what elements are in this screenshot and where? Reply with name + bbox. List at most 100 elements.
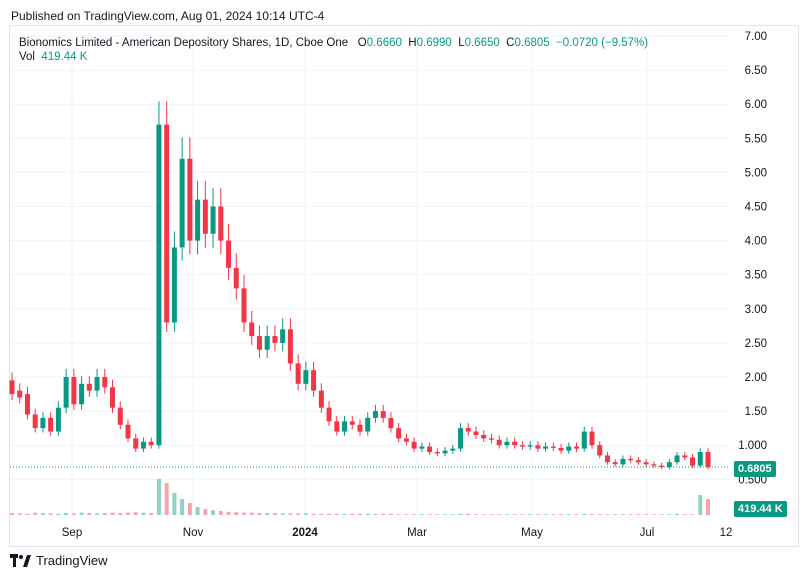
- volume-bar: [17, 513, 22, 515]
- candle-body: [334, 421, 340, 432]
- candle-body: [419, 446, 425, 449]
- candle-body: [396, 428, 402, 439]
- high-label: H: [408, 37, 417, 49]
- volume-bar: [636, 514, 641, 515]
- candle-body: [63, 377, 69, 408]
- candle-body: [311, 370, 317, 391]
- candle-body: [233, 267, 239, 289]
- volume-bar: [342, 513, 347, 515]
- volume-bar: [110, 512, 115, 515]
- candle-body: [94, 377, 100, 391]
- volume-bar: [272, 513, 277, 515]
- candle-body: [71, 377, 77, 405]
- candle-body: [179, 158, 185, 248]
- volume-bar: [396, 514, 401, 515]
- volume-bar: [412, 514, 417, 515]
- volume-bar: [133, 512, 138, 515]
- x-tick-label: 2024: [292, 527, 318, 539]
- volume-bar: [234, 512, 239, 515]
- y-tick-label: 1.000: [738, 440, 767, 452]
- candle-body: [574, 446, 580, 449]
- candle-body: [589, 431, 595, 446]
- candle-body: [295, 363, 301, 384]
- candle-body: [473, 431, 479, 435]
- tradingview-logo-icon: [10, 553, 31, 567]
- volume-bar: [87, 513, 92, 515]
- volume-bar: [79, 512, 84, 515]
- candle-body: [488, 438, 494, 440]
- volume-bar: [211, 510, 216, 515]
- candle-body: [504, 441, 510, 446]
- volume-bar: [126, 512, 130, 515]
- candle-body: [303, 370, 309, 384]
- candle-body: [403, 438, 409, 442]
- candle-body: [256, 336, 262, 350]
- volume-bar: [566, 514, 571, 515]
- candle-body: [272, 336, 278, 343]
- candle-body: [604, 455, 610, 463]
- y-tick-label: 3.00: [745, 304, 767, 316]
- chart-frame: [9, 25, 799, 547]
- footer-brand: TradingView: [10, 553, 108, 568]
- candle-body: [287, 329, 293, 364]
- volume-bar: [419, 514, 424, 515]
- y-tick-label: 6.00: [745, 99, 767, 111]
- candle-body: [682, 455, 688, 458]
- volume-bar: [303, 513, 308, 515]
- volume-bar: [667, 514, 672, 515]
- candle-body: [372, 411, 378, 418]
- volume-bar: [443, 514, 448, 515]
- candle-body: [133, 438, 139, 449]
- candle-body: [241, 288, 247, 323]
- candle-body: [458, 428, 464, 449]
- volume-bar: [450, 514, 455, 515]
- volume-bar: [319, 513, 324, 515]
- candle-body: [411, 441, 417, 449]
- volume-bar: [474, 514, 478, 515]
- y-tick-label: 7.00: [745, 31, 767, 43]
- candle-body: [620, 458, 626, 465]
- y-tick-label: 5.50: [745, 133, 767, 145]
- volume-bar: [682, 514, 687, 515]
- candle-body: [380, 411, 386, 418]
- volume-bar: [25, 513, 30, 515]
- candle-body: [125, 424, 131, 439]
- low-value: 0.6650: [464, 37, 500, 49]
- candle-body: [86, 383, 92, 391]
- candle-body: [705, 452, 711, 468]
- candle-body: [40, 417, 46, 429]
- volume-bar: [172, 493, 177, 515]
- volume-bar: [218, 511, 223, 515]
- volume-bar: [551, 514, 556, 515]
- volume-bar: [504, 514, 509, 515]
- candle-body: [519, 445, 525, 447]
- candle-body: [48, 417, 54, 432]
- candle-body: [666, 462, 672, 468]
- volume-bar: [520, 514, 525, 515]
- x-tick-label: 12: [720, 527, 733, 539]
- volume-bar: [574, 514, 579, 515]
- volume-bar: [10, 513, 14, 515]
- volume-bar: [102, 513, 107, 515]
- candle-body: [218, 206, 224, 241]
- volume-bar: [265, 513, 270, 515]
- x-tick-label: Nov: [183, 527, 204, 539]
- candle-body: [102, 377, 108, 388]
- volume-bar: [690, 514, 695, 515]
- y-tick-label: 0.500: [738, 474, 767, 486]
- candle-body: [659, 465, 665, 468]
- candle-body: [543, 446, 549, 449]
- volume-bar: [543, 514, 548, 515]
- candle-body: [427, 446, 433, 453]
- volume-bar: [296, 513, 301, 515]
- volume-bar: [56, 513, 61, 515]
- chart-legend: Bionomics Limited - American Depository …: [19, 35, 648, 51]
- last-price-tag: 0.6805: [734, 461, 776, 477]
- candle-body: [140, 441, 146, 449]
- candle-body: [434, 452, 440, 454]
- volume-bar: [620, 514, 625, 515]
- volume-bar: [180, 499, 185, 515]
- candle-body: [117, 407, 123, 425]
- volume-value: 419.44 K: [41, 51, 88, 63]
